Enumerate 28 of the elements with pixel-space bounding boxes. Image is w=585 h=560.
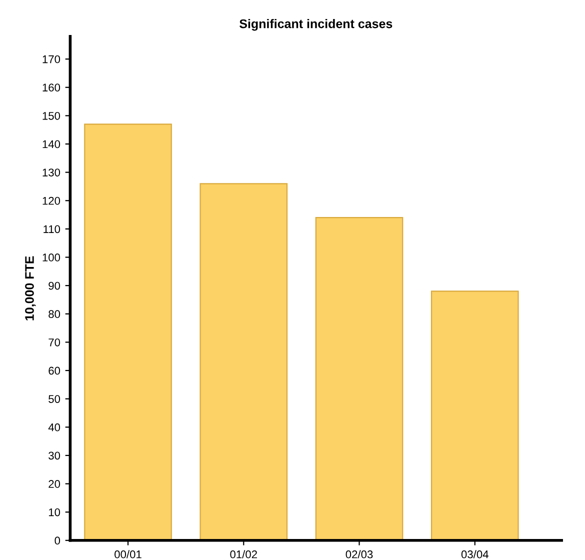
- y-tick-label: 40: [48, 423, 60, 432]
- y-tick-label: 20: [48, 480, 60, 488]
- y-tick-label: 30: [48, 452, 60, 460]
- bar: [200, 183, 288, 540]
- y-tick-label: 100: [42, 254, 60, 262]
- bar: [84, 124, 172, 540]
- y-tick-label: 130: [42, 168, 60, 176]
- y-tick-label: 120: [42, 196, 60, 205]
- y-tick-label: 50: [48, 395, 60, 403]
- y-tick-label: 80: [48, 310, 60, 318]
- y-tick-label: 170: [42, 55, 60, 64]
- x-tick-label: 00/01: [114, 550, 142, 558]
- chart-title: Significant incident cases: [240, 19, 392, 31]
- bar: [430, 290, 519, 540]
- y-tick-label: 60: [48, 366, 60, 375]
- y-tick-label: 110: [44, 225, 60, 234]
- y-tick-label: 10: [48, 508, 60, 516]
- y-tick-label: 140: [42, 140, 60, 148]
- y-axis-title: 10,000 FTE: [25, 256, 36, 320]
- x-tick-label: 01/02: [230, 550, 257, 558]
- y-tick-label: 160: [42, 84, 60, 92]
- bar: [315, 217, 404, 540]
- y-tick-label: 150: [42, 112, 60, 120]
- y-tick-label: 0: [54, 536, 60, 545]
- x-tick-label: 03/04: [461, 550, 488, 558]
- y-tick-label: 70: [48, 338, 60, 346]
- x-tick-label: 02/03: [346, 550, 373, 558]
- y-tick-label: 90: [48, 282, 60, 290]
